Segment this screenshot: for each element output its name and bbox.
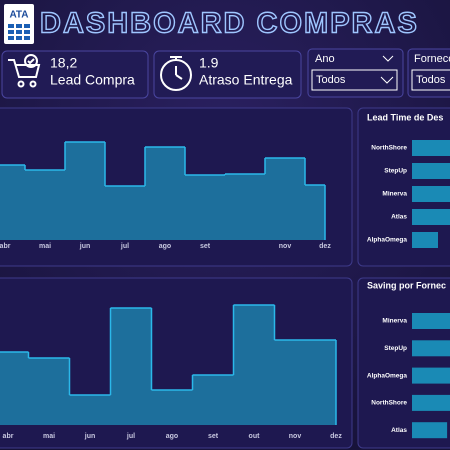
y-tick-label: NorthShore xyxy=(371,145,407,152)
clock-icon xyxy=(160,56,192,91)
area-step xyxy=(65,142,105,240)
y-tick-label: Atlas xyxy=(391,427,407,434)
x-tick-label: nov xyxy=(279,243,292,250)
kpi-value: 18,2 xyxy=(50,55,77,71)
bar xyxy=(412,340,450,357)
area-step xyxy=(192,375,234,425)
kpi-card xyxy=(153,50,302,99)
x-tick-label: abr xyxy=(0,243,11,250)
x-tick-label: set xyxy=(200,243,211,250)
filter-card xyxy=(307,48,404,98)
title: DASHBOARD COMPRAS xyxy=(40,8,419,40)
area-step xyxy=(265,158,305,240)
area-step xyxy=(233,305,275,425)
x-tick-label: mai xyxy=(43,433,55,440)
area-step xyxy=(185,175,225,240)
y-tick-label: Minerva xyxy=(382,191,407,198)
filter-label: Forneco xyxy=(414,53,450,65)
area-step xyxy=(110,308,152,425)
y-tick-label: StepUp xyxy=(384,168,407,175)
y-tick-label: StepUp xyxy=(384,345,407,352)
area-step xyxy=(69,395,111,425)
x-tick-label: dez xyxy=(319,243,331,250)
bar xyxy=(412,163,450,179)
area-step xyxy=(145,147,185,240)
cart-icon xyxy=(8,54,41,88)
dropdown[interactable] xyxy=(411,69,450,91)
y-tick-label: Minerva xyxy=(382,318,407,325)
area-step xyxy=(315,340,336,425)
area-step xyxy=(225,174,265,240)
kpi-label: Lead Compra xyxy=(50,72,135,88)
x-tick-label: set xyxy=(208,433,219,440)
dropdown-value[interactable]: Todos xyxy=(316,74,346,86)
kpi-card xyxy=(1,50,149,99)
filter-chevron xyxy=(382,55,394,62)
x-tick-label: dez xyxy=(330,433,342,440)
chart xyxy=(0,141,326,240)
chart: Minerva StepUp AlphaOmega NorthShore Atlas xyxy=(367,313,450,439)
area-step xyxy=(105,186,145,240)
bar xyxy=(412,186,450,202)
bar xyxy=(412,422,448,439)
x-tick-label: abr xyxy=(3,433,14,440)
chart: NorthShore StepUp Minerva Atlas AlphaOmega xyxy=(367,140,450,248)
x-tick-label: ago xyxy=(166,433,178,440)
x-tick-label: jul xyxy=(126,433,135,440)
area-step xyxy=(0,165,25,240)
x-tick-label: out xyxy=(249,433,261,440)
kpi-label: Atraso Entrega xyxy=(199,72,293,88)
y-tick-label: AlphaOmega xyxy=(367,237,407,244)
x-tick-label: mai xyxy=(39,243,51,250)
x-tick-label: jun xyxy=(79,243,91,250)
area-step xyxy=(25,170,65,240)
chart-title: Saving por Fornec xyxy=(367,280,446,290)
x-tick-label: jun xyxy=(84,433,96,440)
area-step xyxy=(28,358,70,425)
dropdown-value[interactable]: Todos xyxy=(416,74,446,86)
bar xyxy=(412,313,450,329)
y-tick-label: Atlas xyxy=(391,214,407,221)
filter-card xyxy=(407,48,450,98)
x-tick-label: jul xyxy=(120,243,129,250)
bar xyxy=(412,232,438,248)
bar xyxy=(412,209,450,225)
area-step xyxy=(274,340,316,425)
area-step xyxy=(151,390,193,425)
bar xyxy=(412,394,450,411)
y-tick-label: AlphaOmega xyxy=(367,372,407,379)
chart-title: Lead Time de Des xyxy=(367,112,443,122)
area-step xyxy=(0,352,29,425)
area-step xyxy=(305,185,325,240)
bar xyxy=(412,367,450,384)
logo-grid xyxy=(8,24,30,40)
x-tick-label: nov xyxy=(289,433,302,440)
filter-label: Ano xyxy=(315,53,335,65)
dropdown[interactable] xyxy=(311,69,398,91)
kpi-value: 1.9 xyxy=(199,55,219,71)
x-tick-label: ago xyxy=(159,243,171,250)
dropdown-chevron xyxy=(380,76,394,84)
bar xyxy=(412,140,450,156)
logo-text: ATA xyxy=(9,10,28,21)
chart xyxy=(0,304,337,425)
y-tick-label: NorthShore xyxy=(371,400,407,407)
